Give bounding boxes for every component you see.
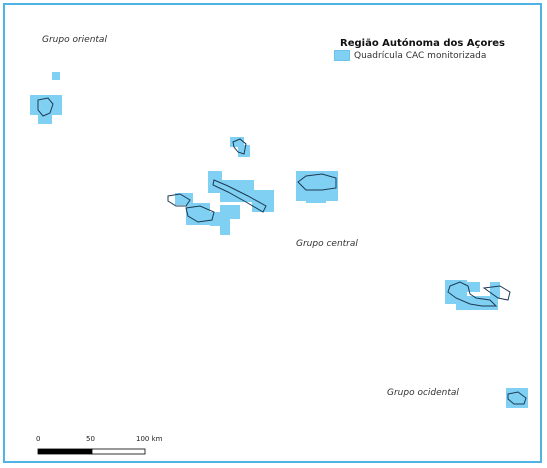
island-graciosa [232, 138, 247, 155]
island-sao-jorge [212, 179, 267, 213]
island-faial [167, 193, 191, 207]
label-grupo-ocidental: Grupo ocidental [387, 388, 459, 398]
label-grupo-oriental: Grupo oriental [42, 35, 107, 45]
grid-cell-formigas [52, 72, 60, 80]
scale-tick-100: 100 km [136, 435, 163, 443]
grid-cell-corvo [506, 388, 528, 408]
grid-cell-graciosa-a [230, 137, 244, 147]
scale-segment-black [37, 448, 93, 455]
grid-cell-graciosa-b [238, 145, 250, 157]
island-corvo [507, 391, 527, 405]
grid-cell-pico-a [186, 203, 210, 225]
grid-cell-pico-d [230, 205, 240, 219]
island-outlines [37, 97, 527, 405]
grid-cell-flores-d [490, 282, 500, 298]
legend-item: Quadrícula CAC monitorizada [334, 50, 524, 61]
island-pico [185, 205, 215, 223]
legend-swatch [334, 50, 350, 61]
grid-cells [30, 72, 528, 408]
island-sao-miguel [37, 97, 54, 117]
grid-cell-sao-jorge-c [252, 190, 274, 212]
label-grupo-central: Grupo central [296, 239, 358, 249]
scale-tick-0: 0 [36, 435, 41, 443]
grid-cell-pico-c [220, 205, 230, 235]
island-flores [447, 281, 498, 307]
legend-title: Região Autónoma dos Açores [340, 38, 505, 49]
grid-cell-sao-miguel-b [38, 112, 52, 124]
legend: Região Autónoma dos Açores Quadrícula CA… [334, 38, 524, 61]
scale-bar [37, 448, 146, 455]
map-frame [3, 3, 542, 463]
grid-cell-terceira-b [306, 195, 326, 203]
scale-segment-white [91, 448, 146, 455]
island-flores-east [482, 285, 511, 301]
scale-tick-50: 50 [86, 435, 95, 443]
legend-item-label: Quadrícula CAC monitorizada [354, 50, 487, 61]
grid-cell-flores-b [462, 282, 480, 292]
island-terceira [297, 173, 337, 191]
